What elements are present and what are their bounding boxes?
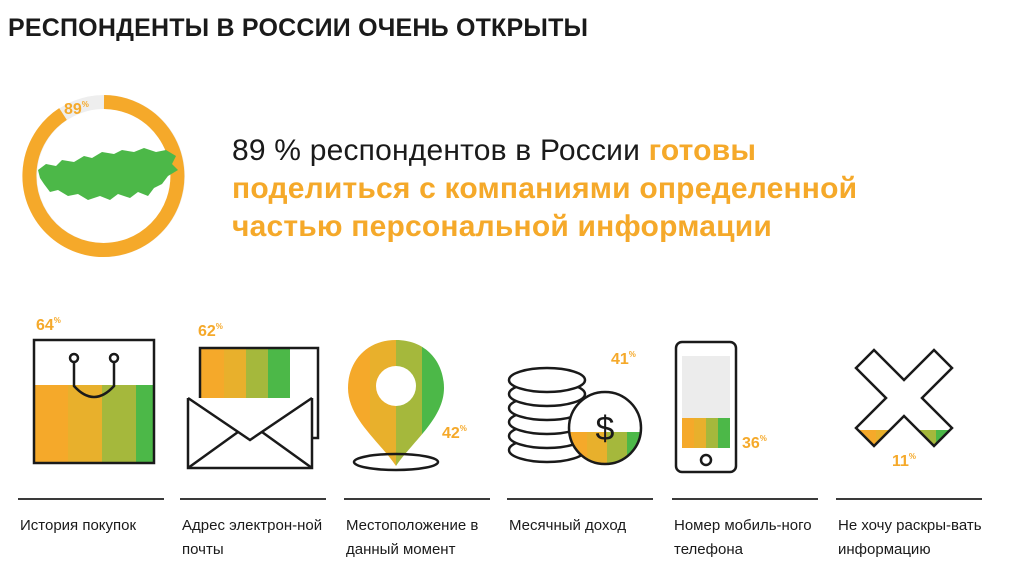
hero-text-accent: готовы bbox=[648, 134, 757, 167]
progress-ring-icon bbox=[22, 95, 185, 257]
hero-percent: 89% bbox=[64, 100, 89, 118]
page-title: РЕСПОНДЕНТЫ В РОССИИ ОЧЕНЬ ОТКРЫТЫ bbox=[8, 14, 589, 42]
item-percent: 62% bbox=[198, 322, 223, 340]
item-refuse-to-share: 11% Не хочу раскры-вать информацию bbox=[836, 300, 986, 570]
mobile-phone-icon bbox=[674, 340, 738, 474]
divider bbox=[18, 498, 164, 500]
item-label: Месячный доход bbox=[509, 517, 627, 534]
shopping-bag-icon bbox=[32, 338, 156, 465]
item-label: Номер мобиль-ного телефона bbox=[674, 517, 812, 558]
divider bbox=[180, 498, 326, 500]
item-label: История покупок bbox=[20, 517, 137, 534]
divider bbox=[344, 498, 490, 500]
item-monthly-income: $ 41% Месячный доход bbox=[507, 300, 657, 570]
hero-text-accent-line2: поделиться с компаниями определенной bbox=[232, 172, 858, 205]
russia-map-icon bbox=[38, 148, 178, 200]
item-percent: 36% bbox=[742, 434, 767, 452]
cross-icon bbox=[854, 348, 954, 448]
divider bbox=[507, 498, 653, 500]
item-percent: 41% bbox=[611, 350, 636, 368]
map-pin-icon bbox=[348, 340, 444, 472]
item-label: Адрес электрон-ной почты bbox=[182, 517, 323, 558]
divider bbox=[836, 498, 982, 500]
item-location: 42% Местоположение в данный момент bbox=[344, 300, 494, 570]
hero-ring-chart: 89% bbox=[18, 92, 218, 272]
svg-text:$: $ bbox=[596, 410, 615, 448]
envelope-icon bbox=[186, 346, 320, 470]
item-percent: 11% bbox=[892, 452, 917, 470]
item-percent: 42% bbox=[442, 424, 467, 442]
item-percent: 64% bbox=[36, 316, 61, 334]
item-label: Местоположение в данный момент bbox=[346, 517, 479, 558]
item-purchase-history: 64% История покупок bbox=[18, 300, 168, 570]
item-mobile-number: 36% Номер мобиль-ного телефона bbox=[672, 300, 822, 570]
hero-statement: 89 % респондентов в России готовы подели… bbox=[232, 132, 952, 246]
hero-text-accent-line3: частью персональной информации bbox=[232, 210, 773, 243]
coins-icon: $ bbox=[507, 366, 643, 466]
hero-text-plain: 89 % респондентов в России bbox=[232, 134, 649, 167]
item-email-address: 62% Адрес электрон-ной почты bbox=[180, 300, 330, 570]
divider bbox=[672, 498, 818, 500]
item-label: Не хочу раскры-вать информацию bbox=[838, 517, 982, 558]
